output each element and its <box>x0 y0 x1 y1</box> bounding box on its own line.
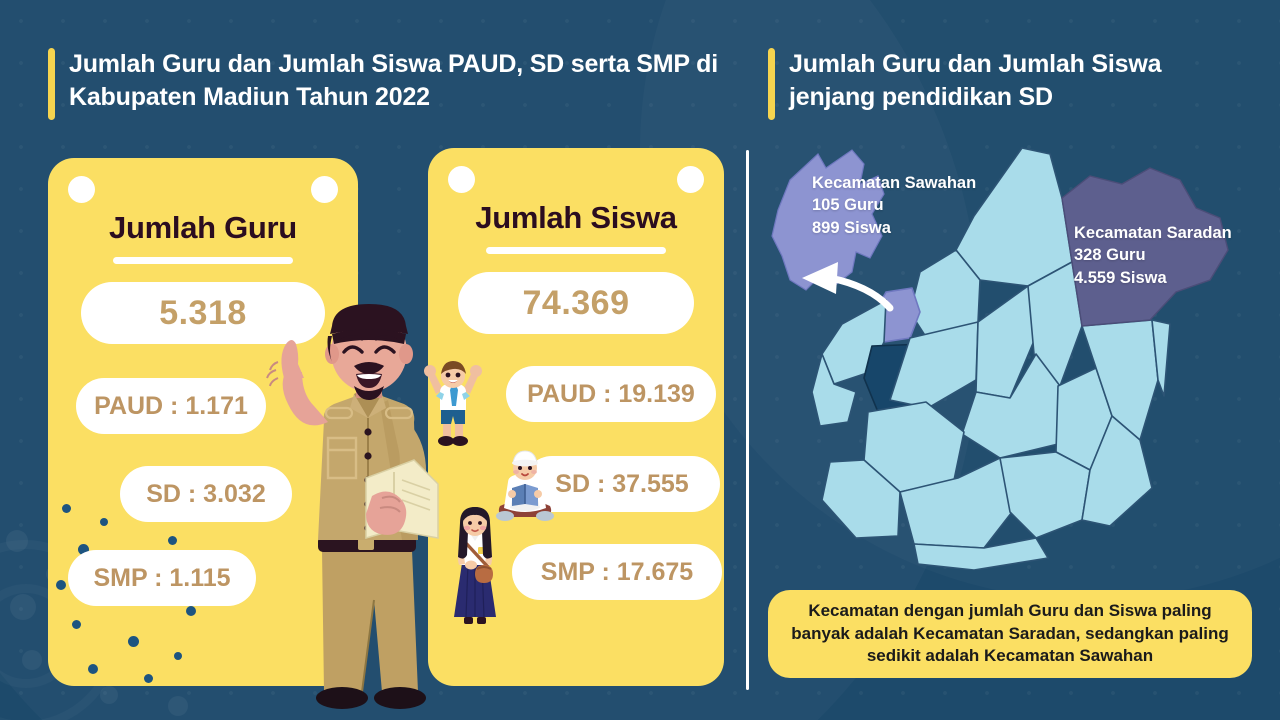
map-district-east-lower <box>1081 415 1153 527</box>
stat-pill-label: SD : 3.032 <box>146 479 266 508</box>
map-region-sawahan-inset[interactable] <box>771 149 885 291</box>
stat-pill-guru-paud: PAUD : 1.171 <box>76 378 266 434</box>
sawahan-name: Kecamatan Sawahan <box>812 174 977 192</box>
map-district-far-east <box>1151 319 1171 397</box>
total-pill-siswa: 74.369 <box>458 272 694 334</box>
right-panel-title: Jumlah Guru dan Jumlah Siswa jenjang pen… <box>768 48 1238 120</box>
stat-pill-siswa-sd: SD : 37.555 <box>524 456 720 512</box>
stat-pill-label: SMP : 17.675 <box>540 557 694 586</box>
student-girl-illustration <box>454 507 496 624</box>
stat-pill-guru-smp: SMP : 1.115 <box>68 550 256 606</box>
stat-card-siswa: Jumlah Siswa 74.369 PAUD : 19.139 SD : 3… <box>428 148 724 686</box>
card-title-underline <box>486 247 666 254</box>
student-sitting-illustration <box>496 450 554 521</box>
pointer-arrow-icon <box>802 262 894 312</box>
map-caption-text: Kecamatan dengan jumlah Guru dan Siswa p… <box>791 600 1229 666</box>
left-panel-title: Jumlah Guru dan Jumlah Siswa PAUD, SD se… <box>48 48 738 120</box>
sawahan-siswa: 899 Siswa <box>812 218 891 237</box>
teacher-illustration <box>266 304 439 709</box>
stat-pill-siswa-paud: PAUD : 19.139 <box>506 366 716 422</box>
madiun-regency-map <box>771 147 1229 570</box>
map-label-sawahan: Kecamatan Sawahan 105 Guru 899 Siswa <box>812 172 976 239</box>
card-hole-left <box>68 176 95 203</box>
card-title-guru: Jumlah Guru <box>109 210 297 245</box>
map-caption-box: Kecamatan dengan jumlah Guru dan Siswa p… <box>768 590 1252 678</box>
total-value-guru: 5.318 <box>159 293 247 332</box>
map-district-east2 <box>999 451 1091 539</box>
saradan-name: Kecamatan Saradan <box>1074 224 1232 242</box>
stat-pill-label: PAUD : 19.139 <box>527 379 695 408</box>
stat-pill-label: PAUD : 1.171 <box>94 391 248 420</box>
card-title-siswa: Jumlah Siswa <box>475 200 677 235</box>
card-title-underline <box>113 257 293 264</box>
title-accent-bar <box>768 48 775 120</box>
card-hole-left <box>448 166 475 193</box>
stat-pill-siswa-smp: SMP : 17.675 <box>512 544 722 600</box>
total-value-siswa: 74.369 <box>522 283 630 322</box>
panel-divider <box>746 150 749 690</box>
card-hole-right <box>311 176 338 203</box>
map-district-west-lower <box>811 353 857 427</box>
student-boy-illustration <box>424 361 482 446</box>
map-district-center <box>975 285 1037 399</box>
map-district-south <box>913 537 1049 570</box>
map-district-centerwest <box>889 321 979 409</box>
left-title-text: Jumlah Guru dan Jumlah Siswa PAUD, SD se… <box>69 50 718 111</box>
saradan-siswa: 4.559 Siswa <box>1074 268 1167 287</box>
right-title-text: Jumlah Guru dan Jumlah Siswa jenjang pen… <box>789 50 1162 111</box>
saradan-guru: 328 Guru <box>1074 246 1146 265</box>
stat-pill-guru-sd: SD : 3.032 <box>120 466 292 522</box>
card-hole-right <box>677 166 704 193</box>
map-label-saradan: Kecamatan Saradan 328 Guru 4.559 Siswa <box>1074 222 1232 289</box>
stat-pill-label: SD : 37.555 <box>555 469 689 498</box>
map-region-saradan[interactable] <box>1061 167 1229 327</box>
map-district-center2 <box>1027 261 1083 387</box>
stat-pill-label: SMP : 1.115 <box>93 563 231 592</box>
total-pill-guru: 5.318 <box>81 282 325 344</box>
title-accent-bar <box>48 48 55 120</box>
sawahan-guru: 105 Guru <box>812 196 884 215</box>
